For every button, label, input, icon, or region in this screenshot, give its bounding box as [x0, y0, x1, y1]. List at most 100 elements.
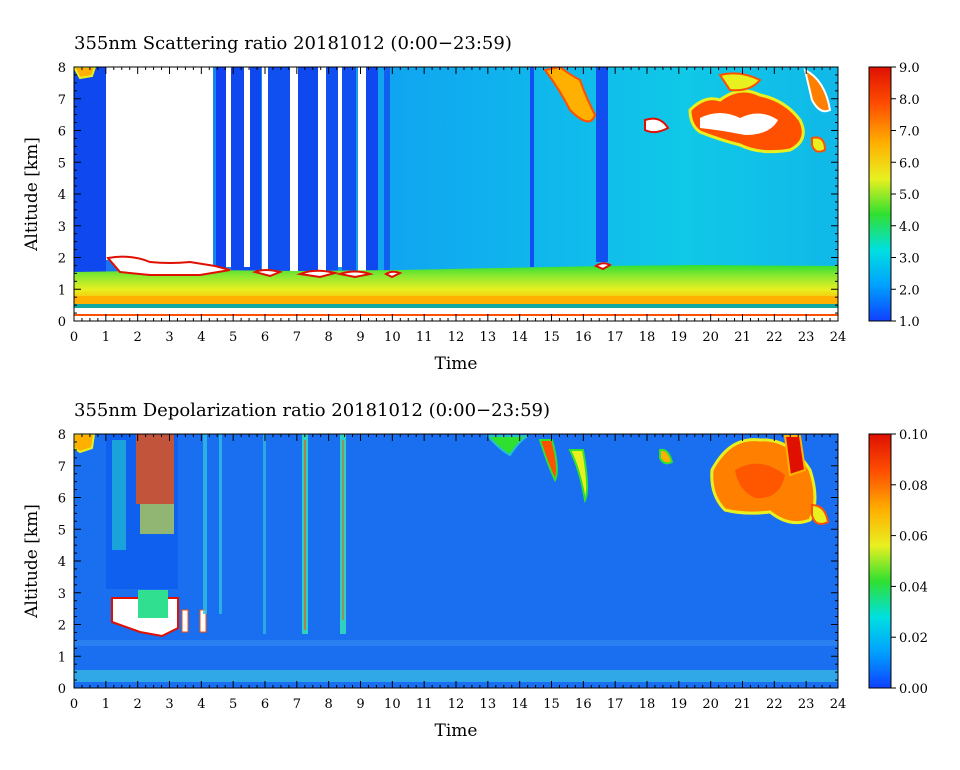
high-cloud-group	[74, 67, 832, 154]
y-tick-label: 6	[58, 492, 66, 507]
x-tick-label: 21	[734, 330, 751, 345]
noisy-region	[140, 504, 174, 534]
high-cloud	[74, 434, 96, 454]
stripe	[384, 67, 390, 272]
x-tick-label: 24	[830, 697, 847, 712]
x-tick-label: 17	[607, 330, 624, 345]
colorbar-tick-label: 0.04	[899, 580, 928, 595]
stripe	[342, 440, 344, 620]
stripe	[596, 67, 608, 262]
stripe	[262, 67, 268, 272]
colorbar-tick-label: 4.0	[899, 220, 920, 235]
colorbar-tick-label: 3.0	[899, 252, 920, 267]
x-tick-label: 12	[448, 330, 465, 345]
x-tick-label: 22	[766, 330, 783, 345]
high-cloud	[803, 68, 832, 113]
x-tick-label: 24	[830, 330, 847, 345]
scattering-ratio-panel: 355nm Scattering ratio 20181012 (0:00−23…	[22, 33, 920, 374]
x-tick-label: 7	[293, 697, 301, 712]
surface-band	[74, 670, 838, 682]
high-cloud	[811, 136, 827, 153]
colorbar-tick-label: 9.0	[899, 61, 920, 76]
high-cloud	[659, 448, 674, 465]
high-cloud	[568, 449, 589, 504]
x-tick-label: 22	[766, 697, 783, 712]
y-tick-label: 3	[58, 587, 66, 602]
x-axis-label: Time	[435, 721, 478, 741]
stripe	[226, 67, 231, 267]
y-tick-label: 4	[58, 188, 66, 203]
x-tick-label: 17	[607, 697, 624, 712]
y-axis-label: Altitude [km]	[22, 137, 42, 252]
stripe	[219, 434, 222, 614]
x-axis: 0 1 2 3 4 5 6 7 8 9 10 11 12 13 14 15 16 17 18 19 20 21 22 23 24	[70, 434, 846, 712]
x-tick-label: 10	[384, 330, 401, 345]
x-tick-label: 15	[543, 697, 560, 712]
noisy-region	[112, 440, 126, 550]
x-tick-label: 13	[480, 330, 497, 345]
stripe	[304, 440, 306, 630]
high-cloud	[485, 435, 529, 457]
x-tick-label: 3	[165, 330, 173, 345]
stripe	[263, 434, 266, 634]
x-tick-label: 8	[325, 697, 333, 712]
colorbar-tick-label: 2.0	[899, 283, 920, 298]
high-cloud	[811, 503, 830, 525]
x-tick-label: 7	[293, 330, 301, 345]
x-tick-label: 0	[70, 330, 78, 345]
colorbar-tick-label: 1.0	[899, 315, 920, 330]
high-cloud-group	[485, 435, 830, 525]
x-tick-label: 14	[511, 697, 528, 712]
aerosol-band	[74, 640, 838, 646]
x-tick-label: 2	[134, 330, 142, 345]
y-tick-label: 5	[58, 156, 66, 171]
colorbar	[868, 433, 892, 689]
y-tick-label: 5	[58, 523, 66, 538]
x-tick-label: 23	[798, 330, 815, 345]
noisy-region	[136, 434, 174, 504]
colorbar	[868, 66, 892, 322]
heatmap-area	[74, 67, 838, 321]
high-cloud	[783, 435, 807, 477]
high-cloud	[543, 67, 597, 123]
y-axis: 0 1 2 3 4 5 6 7 8	[58, 61, 838, 330]
x-tick-label: 19	[671, 330, 688, 345]
y-tick-label: 4	[58, 555, 66, 570]
x-tick-label: 18	[639, 330, 656, 345]
x-tick-label: 5	[229, 697, 237, 712]
x-tick-label: 3	[165, 697, 173, 712]
x-tick-label: 19	[671, 697, 688, 712]
y-tick-label: 6	[58, 125, 66, 140]
x-tick-label: 1	[102, 330, 110, 345]
x-tick-label: 15	[543, 330, 560, 345]
chart-title: 355nm Depolarization ratio 20181012 (0:0…	[74, 400, 550, 421]
x-tick-label: 18	[639, 697, 656, 712]
y-tick-label: 1	[58, 650, 66, 665]
x-axis-label: Time	[435, 354, 478, 374]
stripe	[358, 67, 366, 272]
stripe-group	[216, 67, 608, 272]
x-tick-label: 9	[356, 330, 364, 345]
cloud-patch	[593, 262, 613, 271]
x-tick-label: 8	[325, 330, 333, 345]
y-tick-label: 0	[58, 682, 66, 697]
x-tick-label: 2	[134, 697, 142, 712]
x-tick-label: 5	[229, 330, 237, 345]
x-tick-label: 20	[702, 330, 719, 345]
x-tick-label: 11	[416, 697, 433, 712]
y-axis: 0 1 2 3 4 5 6 7 8	[58, 428, 838, 697]
colorbar-tick-label: 0.10	[899, 428, 928, 443]
y-axis-label: Altitude [km]	[22, 504, 42, 619]
low-ratio-column	[74, 67, 106, 272]
y-tick-label: 1	[58, 283, 66, 298]
x-tick-label: 16	[575, 330, 592, 345]
x-tick-label: 4	[197, 697, 205, 712]
x-tick-label: 21	[734, 697, 751, 712]
stripe	[366, 67, 378, 272]
cloud-patch	[384, 270, 403, 279]
x-tick-label: 9	[356, 697, 364, 712]
colorbar-tick-label: 6.0	[899, 156, 920, 171]
stripe	[326, 67, 338, 272]
colorbar-ticks: 0.00 0.02 0.04 0.06 0.08 0.10	[891, 428, 928, 697]
